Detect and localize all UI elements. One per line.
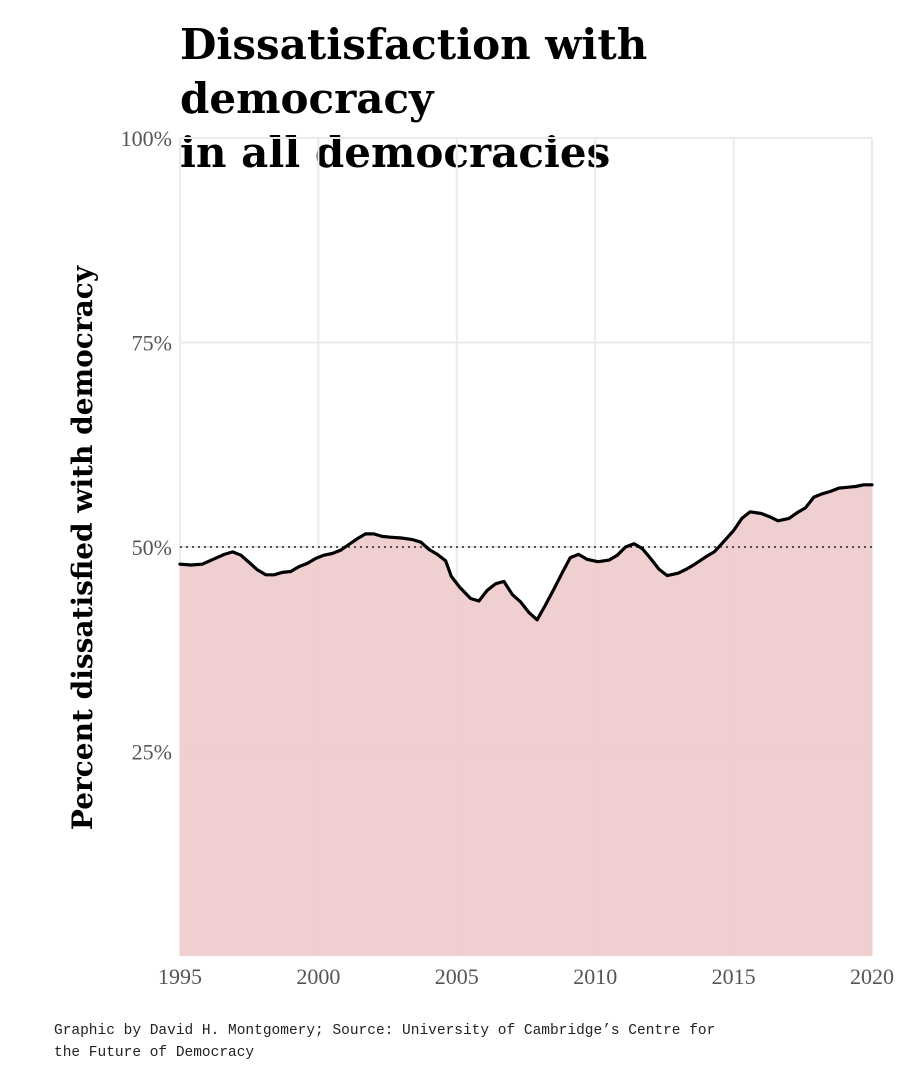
caption-line-2: the Future of Democracy <box>54 1045 255 1061</box>
x-tick-label: 2020 <box>850 964 894 989</box>
x-tick-label: 2005 <box>435 964 479 989</box>
chart-title-line-1: Dissatisfaction with democracy <box>180 20 648 123</box>
caption-line-1: Graphic by David H. Montgomery; Source: … <box>54 1023 716 1039</box>
x-tick-label: 1995 <box>158 964 202 989</box>
y-tick-label: 50% <box>132 535 172 560</box>
chart-svg: 25% 50% 75% 100% 1995 2000 2005 2010 2015 2020 P… <box>66 126 894 989</box>
series-line <box>178 483 874 622</box>
x-axis-ticks: 1995 2000 2005 2010 2015 2020 <box>158 964 894 989</box>
y-tick-label: 75% <box>132 331 172 356</box>
y-tick-label: 100% <box>121 126 172 151</box>
x-tick-label: 2010 <box>573 964 617 989</box>
y-axis-label: Percent dissatisfied with democracy <box>66 265 99 830</box>
chart-title: Dissatisfaction with democracy in all de… <box>180 18 900 180</box>
area-fill <box>180 484 872 956</box>
chart-title-line-2: in all democracies <box>180 128 611 177</box>
y-tick-label: 25% <box>132 740 172 765</box>
caption: Graphic by David H. Montgomery; Source: … <box>54 1020 894 1064</box>
y-axis-ticks: 25% 50% 75% 100% <box>121 126 172 765</box>
x-tick-label: 2000 <box>296 964 340 989</box>
x-tick-label: 2015 <box>712 964 756 989</box>
